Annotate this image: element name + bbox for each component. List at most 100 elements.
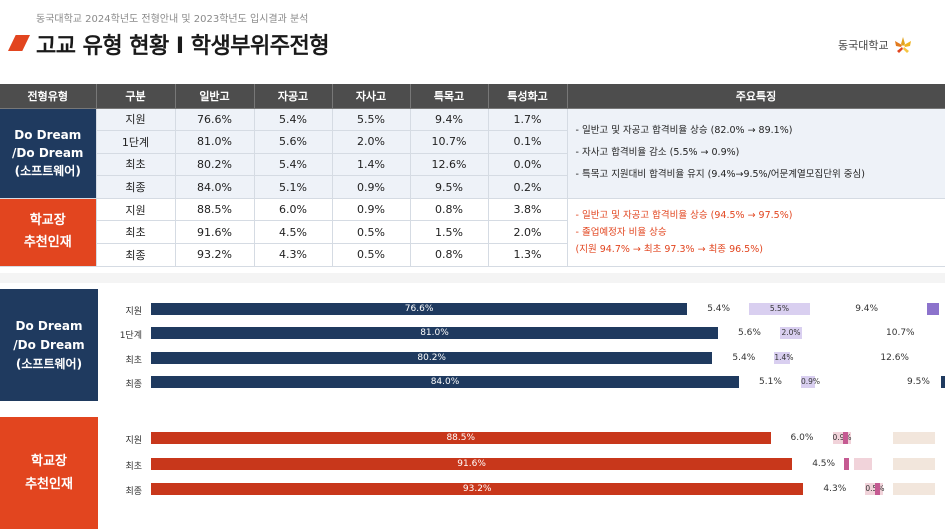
table-cell: 76.6% — [175, 108, 255, 132]
chart-bar — [844, 458, 850, 470]
chart-bar — [893, 483, 935, 495]
admission-table: 전형유형 구분 일반고 자공고 자사고 특목고 특성화고 주요특징 Do Dre… — [0, 84, 945, 267]
group-label-dodream: Do Dream /Do Dream (소프트웨어) — [0, 108, 97, 199]
chart-value-label: 10.7% — [886, 328, 915, 338]
chart-bar: 5.5% — [749, 303, 810, 315]
table-cell: 5.4% — [254, 108, 333, 132]
table-cell: 0.5% — [332, 243, 411, 267]
chart-category-label: 최종 — [125, 487, 142, 497]
table-cell: 최초 — [96, 220, 176, 245]
chart-bar: 80.2% — [151, 352, 713, 364]
table-row: 최초 91.6% 4.5% 0.5% 1.5% 2.0% — [0, 220, 945, 245]
table-cell: 5.4% — [254, 153, 333, 177]
feature-line: - 특목고 지원대비 합격비율 유지 (9.4%→9.5%/어문계열모집단위 중… — [575, 169, 865, 181]
group-label-line: (소프트웨어) — [15, 356, 83, 371]
chart-bar: 88.5% — [151, 432, 771, 444]
chart-category-label: 최종 — [125, 380, 142, 390]
table-cell: 80.2% — [175, 153, 255, 177]
col-header: 특목고 — [410, 84, 489, 109]
chart-category-label: 최초 — [125, 462, 142, 472]
chart-bar — [927, 303, 939, 315]
table-cell: 9.5% — [410, 175, 489, 199]
table-cell: 3.8% — [488, 198, 568, 222]
table-cell: 10.7% — [410, 130, 489, 154]
table-row: 최종 93.2% 4.3% 0.5% 0.8% 1.3% — [0, 243, 945, 267]
feature-line: - 일반고 및 자공고 합격비율 상승 (94.5% → 97.5%) — [575, 209, 793, 221]
chart-bar — [842, 432, 848, 444]
chart-bar: 0.5% — [865, 483, 884, 495]
chart-bar — [875, 483, 881, 495]
table-cell: 1.5% — [410, 220, 489, 245]
chart-value-label: 5.1% — [759, 377, 782, 387]
group-label-line: 학교장 — [31, 454, 67, 469]
col-header: 주요특징 — [567, 84, 945, 109]
table-cell: 최종 — [96, 243, 176, 267]
table-row: 학교장 추천인재 지원 88.5% 6.0% 0.9% 0.8% 3.8% - … — [0, 198, 945, 267]
lotus-icon — [894, 37, 911, 53]
table-cell: 91.6% — [175, 220, 255, 245]
table-cell: 최초 — [96, 153, 176, 177]
chart-bar: 0.9% — [832, 432, 852, 444]
chart-group-label-dodream: Do Dream /Do Dream (소프트웨어) — [0, 289, 98, 401]
chart-bar: 93.2% — [151, 483, 804, 495]
col-header: 구분 — [96, 84, 176, 109]
feature-line: (지원 94.7% → 최초 97.3% → 최종 96.5%) — [575, 243, 763, 255]
chart-value-label: 6.0% — [790, 433, 814, 443]
chart-bar: 1.4% — [774, 352, 794, 364]
table-cell: 0.9% — [332, 175, 411, 199]
table-cell: 81.0% — [175, 130, 255, 154]
group-label-line: 학교장 — [29, 213, 66, 229]
table-cell: 1.7% — [488, 108, 568, 132]
chart-bar: 91.6% — [151, 458, 793, 470]
table-cell: 0.8% — [410, 243, 489, 267]
logo-text: 동국대학교 — [838, 39, 889, 52]
table-cell: 5.5% — [332, 108, 411, 132]
feature-line: - 일반고 및 자공고 합격비율 상승 (82.0% → 89.1%) — [575, 125, 793, 137]
chart-bar — [854, 458, 873, 470]
table-row: 1단계 81.0% 5.6% 2.0% 10.7% 0.1% — [0, 130, 945, 154]
chart-value-label: 9.5% — [907, 377, 930, 387]
chart-value-label: 5.4% — [707, 304, 731, 314]
table-cell: 지원 — [96, 108, 176, 132]
table-cell: 0.2% — [488, 175, 568, 199]
page-title: 고교 유형 현황 I 학생부위주전형 — [36, 34, 329, 59]
table-cell: 0.8% — [410, 198, 489, 222]
table-cell: 0.5% — [332, 220, 411, 245]
table-cell: 93.2% — [175, 243, 255, 267]
group-label-line: 추천인재 — [25, 477, 73, 492]
chart-group-label-principal: 학교장 추천인재 — [0, 417, 98, 529]
chart-value-label: 5.4% — [732, 353, 756, 363]
university-logo: 동국대학교 — [838, 34, 914, 56]
chart-bar — [893, 458, 935, 470]
table-cell: 1.3% — [488, 243, 568, 267]
table-cell: 2.0% — [332, 130, 411, 154]
group-label-line: 추천인재 — [23, 235, 72, 251]
chart-value-label: 9.4% — [855, 304, 879, 314]
group-label-line: /Do Dream — [12, 146, 84, 161]
table-cell: 12.6% — [410, 153, 489, 177]
features-dodream: - 일반고 및 자공고 합격비율 상승 (82.0% → 89.1%) - 자사… — [567, 108, 945, 199]
table-row: 최초 80.2% 5.4% 1.4% 12.6% 0.0% — [0, 153, 945, 177]
table-cell: 1단계 — [96, 130, 176, 154]
features-principal: - 일반고 및 자공고 합격비율 상승 (94.5% → 97.5%) - 졸업… — [567, 198, 945, 267]
feature-line: - 졸업예정자 비율 상승 — [575, 226, 667, 238]
feature-line: - 자사고 합격비율 감소 (5.5% → 0.9%) — [575, 147, 740, 159]
col-header: 특성화고 — [488, 84, 568, 109]
group-label-principal: 학교장 추천인재 — [0, 198, 97, 267]
col-header: 자사고 — [332, 84, 411, 109]
table-cell: 0.9% — [332, 198, 411, 222]
table-cell: 최종 — [96, 175, 176, 199]
chart-value-label: 4.5% — [812, 459, 836, 469]
chart-category-label: 지원 — [125, 307, 142, 317]
chart-category-label: 최초 — [125, 356, 142, 366]
title-accent-mark — [8, 35, 30, 51]
group-label-line: Do Dream — [15, 318, 83, 333]
chart-bar: 0.9% — [801, 376, 821, 388]
col-header: 일반고 — [175, 84, 255, 109]
table-row: Do Dream /Do Dream (소프트웨어) 지원 76.6% 5.4%… — [0, 108, 945, 199]
group-label-line: Do Dream — [14, 128, 82, 143]
chart-category-label: 1단계 — [119, 331, 142, 341]
table-cell: 0.1% — [488, 130, 568, 154]
table-cell: 1.4% — [332, 153, 411, 177]
chart-bar: 76.6% — [151, 303, 688, 315]
